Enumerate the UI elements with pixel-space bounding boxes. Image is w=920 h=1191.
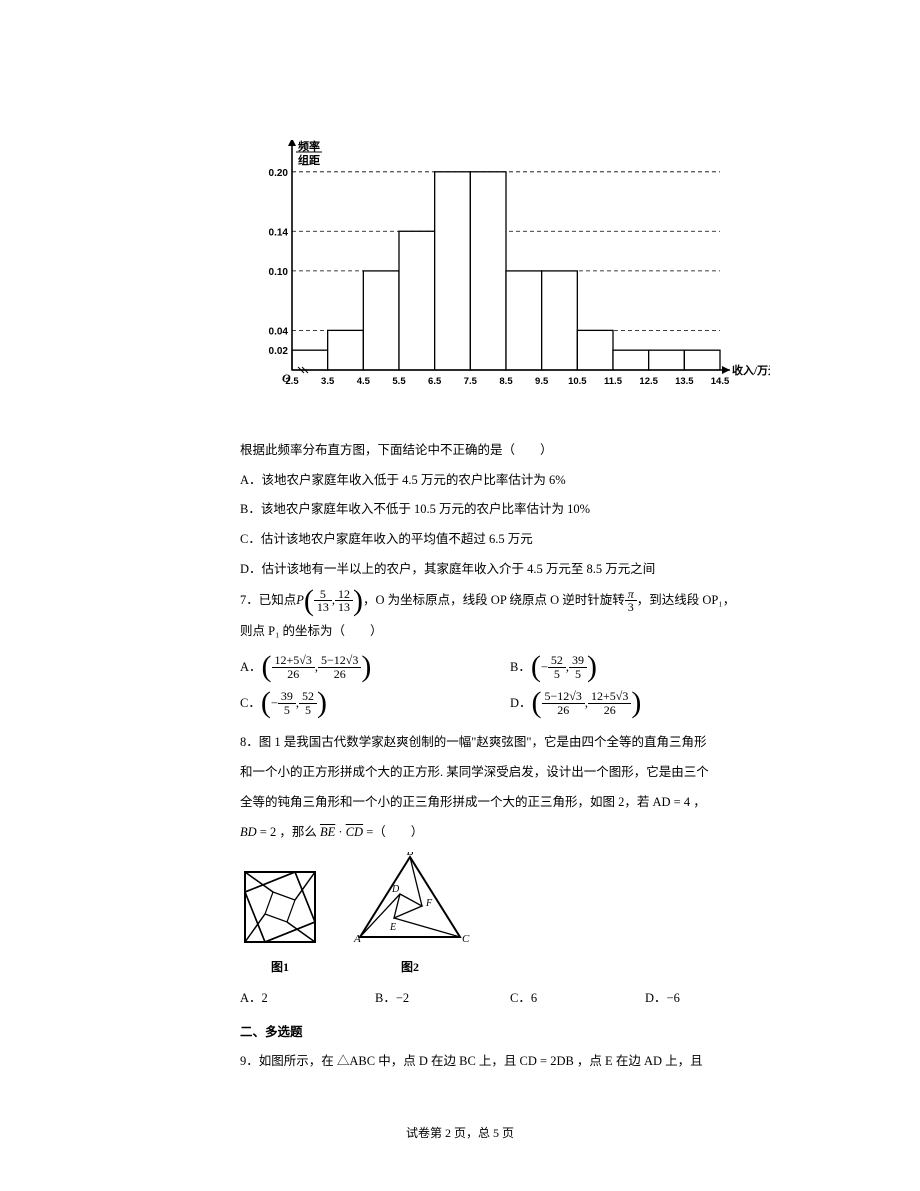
q8-figures: 图1 B A C D E F 图2 xyxy=(240,852,780,979)
q8-option-c: C．6 xyxy=(510,987,645,1011)
svg-text:F: F xyxy=(425,898,433,909)
q9-stem: 9．如图所示，在 △ABC 中，点 D 在边 BC 上，且 CD = 2DB ，… xyxy=(240,1050,780,1074)
q7-stem-line1: 7．已知点 P ( 513 , 1213 ) ，O 为坐标原点，线段 OP 绕原… xyxy=(240,588,780,614)
fig2-label: 图2 xyxy=(350,956,470,979)
svg-text:0.14: 0.14 xyxy=(269,227,289,238)
svg-text:组距: 组距 xyxy=(298,153,320,167)
q7-frac2: 1213 xyxy=(335,588,353,614)
svg-text:9.5: 9.5 xyxy=(535,376,549,387)
svg-text:10.5: 10.5 xyxy=(568,376,587,387)
vector-cd: CD xyxy=(346,825,363,839)
svg-text:C: C xyxy=(462,933,470,945)
triangle-figure-icon: B A C D E F xyxy=(350,852,470,947)
svg-text:0.20: 0.20 xyxy=(269,168,289,179)
q6-option-d: D．估计该地有一半以上的农户，其家庭年收入介于 4.5 万元至 8.5 万元之间 xyxy=(240,558,780,582)
q6-option-a: A．该地农户家庭年收入低于 4.5 万元的农户比率估计为 6% xyxy=(240,469,780,493)
exam-page: 频率组距0.020.040.100.140.202.53.54.55.56.57… xyxy=(0,0,920,1191)
svg-text:11.5: 11.5 xyxy=(604,376,623,387)
q6-option-b: B．该地农户家庭年收入不低于 10.5 万元的农户比率估计为 10% xyxy=(240,498,780,522)
svg-text:3.5: 3.5 xyxy=(321,376,335,387)
q8-bd: BD xyxy=(240,825,257,839)
fig1-label: 图1 xyxy=(240,956,320,979)
svg-text:4.5: 4.5 xyxy=(357,376,371,387)
vector-be: BE xyxy=(320,825,335,839)
q7-point-P: P xyxy=(296,589,304,613)
section2-heading: 二、多选题 xyxy=(240,1021,780,1045)
q8-stem-l3: 全等的钝角三角形和一个小的正三角形拼成一个大的正三角形，如图 2，若 AD = … xyxy=(240,791,780,815)
q7-option-a: A． ( 12+5√326 , 5−12√326 ) xyxy=(240,649,510,685)
q7-prefix: 7．已知点 xyxy=(240,589,296,613)
q7-stem-line2: 则点 P₁ 的坐标为（ ） xyxy=(240,620,780,644)
svg-text:12.5: 12.5 xyxy=(639,376,658,387)
zhaoshuang-square-icon xyxy=(240,867,320,947)
svg-text:0.10: 0.10 xyxy=(269,267,289,278)
svg-text:13.5: 13.5 xyxy=(675,376,694,387)
q7-suffix1: ，到达线段 OP₁， xyxy=(637,589,735,613)
page-footer: 试卷第 2 页，总 5 页 xyxy=(0,1124,920,1141)
svg-text:D: D xyxy=(391,884,400,895)
q8-figure2: B A C D E F 图2 xyxy=(350,852,470,979)
q8-figure1: 图1 xyxy=(240,867,320,979)
svg-text:B: B xyxy=(407,852,414,858)
q6-stem: 根据此频率分布直方图，下面结论中不正确的是（ ） xyxy=(240,439,780,463)
q8-stem-l1: 8．图 1 是我国古代数学家赵爽创制的一幅"赵爽弦图"，它是由四个全等的直角三角… xyxy=(240,731,780,755)
q7-option-b: B． ( − 525 , 395 ) xyxy=(510,649,780,685)
svg-text:0.04: 0.04 xyxy=(269,326,289,337)
q8-option-d: D．−6 xyxy=(645,987,780,1011)
svg-text:5.5: 5.5 xyxy=(392,376,406,387)
svg-text:频率: 频率 xyxy=(298,140,320,153)
svg-text:7.5: 7.5 xyxy=(464,376,478,387)
svg-text:收入/万元: 收入/万元 xyxy=(732,363,770,377)
content-area: 频率组距0.020.040.100.140.202.53.54.55.56.57… xyxy=(240,140,780,1080)
svg-text:6.5: 6.5 xyxy=(428,376,442,387)
svg-text:A: A xyxy=(353,933,361,945)
q7-frac1: 513 xyxy=(314,588,332,614)
q8-options: A．2 B．−2 C．6 D．−6 xyxy=(240,987,780,1011)
q7-option-c: C． ( − 395 , 525 ) xyxy=(240,685,510,721)
histogram-svg: 频率组距0.020.040.100.140.202.53.54.55.56.57… xyxy=(250,140,770,410)
svg-text:O: O xyxy=(282,371,291,385)
q8-option-a: A．2 xyxy=(240,987,375,1011)
svg-text:0.02: 0.02 xyxy=(269,346,289,357)
q8-option-b: B．−2 xyxy=(375,987,510,1011)
q7-rot-frac: π3 xyxy=(625,588,637,614)
svg-text:E: E xyxy=(389,922,396,933)
q8-stem-l2: 和一个小的正方形拼成个大的正方形. 某同学深受启发，设计出一个图形，它是由三个 xyxy=(240,761,780,785)
q8-stem-post: =（ ） xyxy=(366,825,423,839)
q7-options: A． ( 12+5√326 , 5−12√326 ) B． ( − 525 , … xyxy=(240,649,780,721)
q6-option-c: C．估计该地农户家庭年收入的平均值不超过 6.5 万元 xyxy=(240,528,780,552)
q8-stem-l4: BD = 2 ，那么 BE · CD =（ ） xyxy=(240,821,780,845)
svg-text:8.5: 8.5 xyxy=(499,376,513,387)
frequency-histogram: 频率组距0.020.040.100.140.202.53.54.55.56.57… xyxy=(250,140,780,419)
q7-option-d: D． ( 5−12√326 , 12+5√326 ) xyxy=(510,685,780,721)
q7-mid: ，O 为坐标原点，线段 OP 绕原点 O 逆时针旋转 xyxy=(363,589,625,613)
svg-text:14.5: 14.5 xyxy=(711,376,730,387)
